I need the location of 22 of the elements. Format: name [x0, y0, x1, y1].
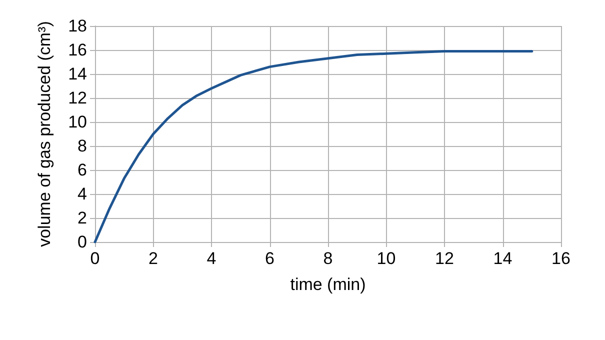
x-tick-label: 2: [148, 249, 158, 268]
x-tick-label: 8: [323, 249, 333, 268]
y-tick-label: 0: [78, 232, 87, 252]
y-tick-label: 2: [78, 208, 87, 228]
y-tick-label: 14: [68, 64, 87, 84]
y-tick-label: 12: [68, 88, 87, 108]
y-tick-label: 10: [68, 112, 87, 132]
y-tick-label: 18: [68, 16, 87, 36]
y-tick-label: 4: [78, 184, 87, 204]
x-tick-label: 4: [206, 249, 216, 268]
x-tick-label: 6: [265, 249, 274, 268]
x-axis-title: time (min): [290, 275, 366, 294]
x-tick-label: 0: [90, 249, 100, 268]
y-tick-label: 16: [68, 40, 87, 60]
x-tick-label: 16: [552, 249, 570, 268]
y-tick-label: 8: [78, 136, 87, 156]
x-tick-label: 14: [493, 249, 512, 268]
x-tick-label: 10: [376, 249, 396, 268]
line-series: [94, 50, 534, 244]
y-tick-label: 6: [78, 160, 87, 180]
x-tick-label: 12: [435, 249, 454, 268]
y-axis-title: volume of gas produced (cm³): [35, 21, 54, 247]
